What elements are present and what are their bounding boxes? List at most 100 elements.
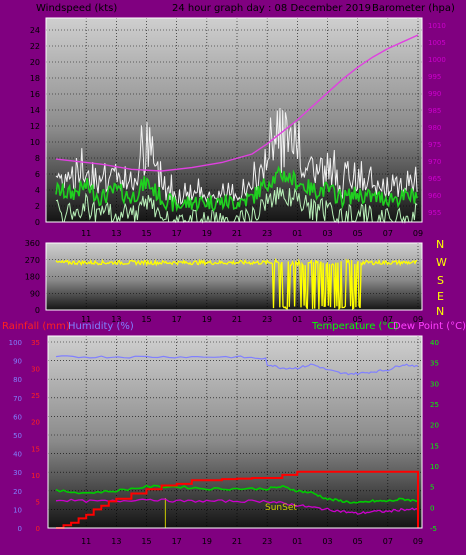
humidity-tick-label: 20 (13, 488, 22, 496)
direction-x-tick-label: 23 (262, 315, 272, 324)
humidity-tick-label: 70 (13, 395, 22, 403)
direction-x-tick-label: 03 (322, 315, 332, 324)
barometer-tick-label: 970 (428, 158, 441, 166)
wind-x-tick-label: 21 (232, 229, 242, 238)
rainfall-tick-label: 35 (31, 339, 40, 347)
wind-average-series (55, 165, 418, 213)
humidity-series (55, 355, 419, 376)
rain-temp-panel-frame (47, 335, 423, 529)
direction-y-tick-label: 360 (25, 239, 40, 248)
compass-label-n2: N (436, 305, 444, 318)
humidity-tick-label: 40 (13, 451, 22, 459)
wind-x-tick-label: 15 (141, 229, 151, 238)
wind-y-tick-label: 18 (30, 74, 40, 83)
direction-x-tick-label: 17 (172, 315, 182, 324)
wind-y-tick-label: 24 (30, 26, 40, 35)
temperature-tick-label: 40 (430, 339, 439, 347)
barometer-tick-label: 965 (428, 175, 441, 183)
direction-series (55, 258, 418, 311)
barometer-axis-label: Barometer (hpa) (372, 3, 455, 14)
barometer-tick-label: 1010 (428, 22, 446, 30)
wind-lull-series (55, 186, 418, 224)
wind-x-tick-label: 11 (81, 229, 91, 238)
direction-x-tick-label: 19 (202, 315, 212, 324)
humidity-tick-label: 10 (13, 506, 22, 514)
rain-temp-x-tick-label: 17 (172, 537, 182, 546)
wind-y-tick-label: 2 (35, 202, 40, 211)
wind-y-tick-label: 12 (30, 122, 40, 131)
direction-x-tick-label: 01 (292, 315, 302, 324)
rain-temp-x-tick-label: 21 (232, 537, 242, 546)
wind-panel-frame (45, 17, 423, 223)
direction-y-tick-label: 90 (30, 289, 40, 298)
windspeed-axis-label: Windspeed (kts) (36, 3, 117, 14)
barometer-tick-label: 1005 (428, 39, 446, 47)
humidity-axis-label: Humidity (%) (68, 321, 134, 332)
wind-y-tick-label: 16 (30, 90, 40, 99)
barometer-tick-label: 995 (428, 73, 441, 81)
barometer-tick-label: 960 (428, 192, 441, 200)
direction-x-tick-label: 05 (353, 315, 363, 324)
rain-temp-x-tick-label: 15 (141, 537, 151, 546)
wind-x-tick-label: 19 (202, 229, 212, 238)
wind-x-tick-label: 23 (262, 229, 272, 238)
barometer-series (55, 34, 419, 172)
wind-y-tick-label: 6 (35, 170, 40, 179)
wind-x-tick-label: 17 (172, 229, 182, 238)
compass-label-n1: N (436, 238, 444, 251)
rainfall-tick-label: 30 (31, 366, 40, 374)
temperature-tick-label: 20 (430, 422, 439, 430)
humidity-tick-label: 0 (18, 525, 22, 533)
direction-y-tick-label: 0 (35, 306, 40, 315)
rain-temp-x-tick-label: 11 (81, 537, 91, 546)
wind-x-tick-label: 07 (383, 229, 393, 238)
wind-y-tick-label: 10 (30, 138, 40, 147)
rain-temp-x-tick-label: 19 (202, 537, 212, 546)
barometer-tick-label: 990 (428, 90, 441, 98)
humidity-tick-label: 60 (13, 413, 22, 421)
direction-x-tick-label: 07 (383, 315, 393, 324)
humidity-tick-label: 80 (13, 376, 22, 384)
temperature-tick-label: -5 (430, 525, 437, 533)
temperature-tick-label: 35 (430, 360, 439, 368)
direction-panel-background (46, 243, 422, 310)
direction-panel-frame (45, 242, 423, 311)
rainfall-tick-label: 0 (36, 525, 40, 533)
direction-x-tick-label: 13 (111, 315, 121, 324)
rainfall-tick-label: 10 (31, 472, 40, 480)
rainfall-axis-label: Rainfall (mm) (2, 321, 70, 332)
rain-temp-x-tick-label: 09 (413, 537, 423, 546)
barometer-tick-label: 985 (428, 107, 441, 115)
direction-x-tick-label: 11 (81, 315, 91, 324)
wind-y-tick-label: 8 (35, 154, 40, 163)
compass-label-e: E (437, 290, 444, 303)
barometer-tick-label: 975 (428, 141, 441, 149)
wind-x-tick-label: 13 (111, 229, 121, 238)
rain-temp-x-tick-label: 07 (383, 537, 393, 546)
rain-temp-x-tick-label: 23 (262, 537, 272, 546)
rainfall-series (56, 470, 419, 529)
wind-x-tick-label: 01 (292, 229, 302, 238)
rainfall-tick-label: 15 (31, 445, 40, 453)
rain-temp-x-tick-label: 03 (322, 537, 332, 546)
temperature-tick-label: 25 (430, 401, 439, 409)
temperature-tick-label: 10 (430, 463, 439, 471)
humidity-tick-label: 30 (13, 469, 22, 477)
direction-x-tick-label: 21 (232, 315, 242, 324)
dewpoint-axis-label: Dew Point (°C) (393, 321, 466, 332)
wind-y-tick-label: 0 (35, 218, 40, 227)
wind-gust-series (55, 107, 418, 207)
rain-temp-panel-background (48, 336, 422, 528)
direction-y-tick-label: 180 (25, 273, 40, 282)
direction-x-tick-label: 15 (141, 315, 151, 324)
sunset-label: SunSet (265, 503, 297, 513)
rain-temp-x-tick-label: 01 (292, 537, 302, 546)
rainfall-tick-label: 5 (36, 498, 40, 506)
dewpoint-series (55, 498, 419, 515)
graph-title: 24 hour graph day : 08 December 2019 (172, 3, 371, 14)
wind-y-tick-label: 20 (30, 58, 40, 67)
direction-x-tick-label: 09 (413, 315, 423, 324)
wind-x-tick-label: 05 (353, 229, 363, 238)
wind-y-tick-label: 4 (35, 186, 40, 195)
